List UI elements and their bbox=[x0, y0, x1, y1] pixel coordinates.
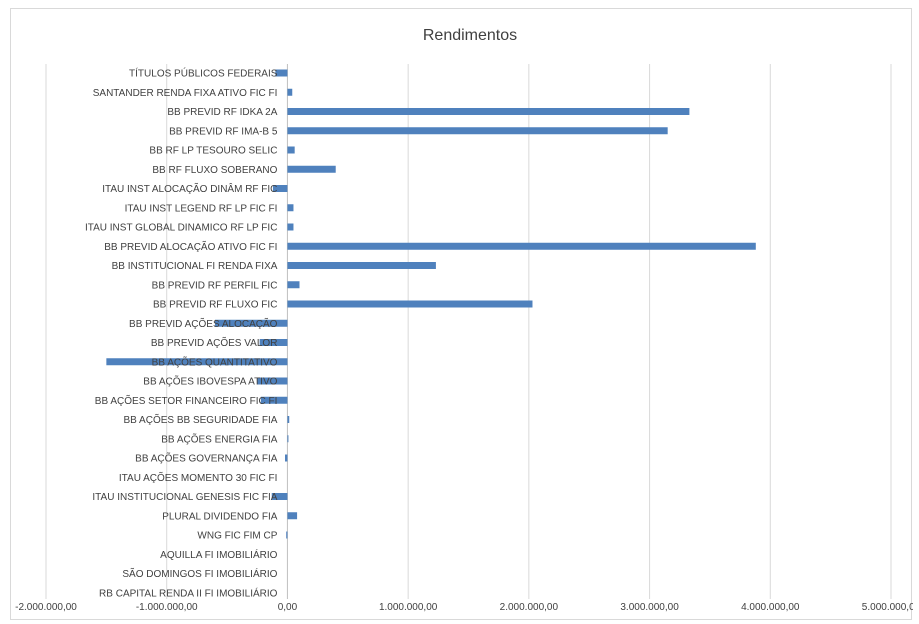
x-tick-label: 4.000.000,00 bbox=[741, 602, 800, 613]
category-label: BB AÇÕES ENERGIA FIA bbox=[161, 432, 277, 445]
bar bbox=[272, 185, 288, 192]
category-label: BB AÇÕES QUANTITATIVO bbox=[152, 355, 278, 368]
bar bbox=[259, 339, 288, 346]
bar bbox=[287, 88, 293, 96]
bar bbox=[257, 377, 288, 385]
category-label: ITAU INSTITUCIONAL GENESIS FIC FIA bbox=[92, 492, 277, 503]
bar bbox=[287, 242, 756, 250]
x-tick-label: 5.000.000,00 bbox=[862, 602, 913, 613]
category-label: TÍTULOS PÚBLICOS FEDERAIS bbox=[129, 67, 278, 80]
bars bbox=[106, 69, 756, 539]
category-labels: TÍTULOS PÚBLICOS FEDERAIS SANTANDER RENDA… bbox=[85, 67, 278, 600]
category-label: BB PREVID AÇÕES VALOR bbox=[151, 336, 278, 349]
bar bbox=[287, 281, 300, 289]
category-label: AQUILLA FI IMOBILIÁRIO bbox=[160, 548, 277, 561]
bar bbox=[287, 223, 294, 231]
category-label: BB AÇÕES GOVERNANÇA FIA bbox=[135, 452, 278, 465]
category-label: ITAU INST ALOCAÇÃO DINÂM RF FIC bbox=[102, 182, 277, 195]
category-label: BB PREVID AÇÕES ALOCAÇÃO bbox=[129, 317, 278, 330]
category-label: BB INSTITUCIONAL FI RENDA FIXA bbox=[112, 261, 278, 272]
chart-frame: Rendimentos TÍTULOS PÚBLICOS FEDERAIS SAN… bbox=[10, 8, 913, 620]
category-label: SANTANDER RENDA FIXA ATIVO FIC FI bbox=[93, 88, 278, 99]
category-label: ITAU INST GLOBAL DINAMICO RF LP FIC bbox=[85, 223, 277, 234]
category-label: ITAU AÇÕES MOMENTO 30 FIC FI bbox=[119, 471, 278, 484]
category-label: BB PREVID RF IMA-B 5 bbox=[169, 126, 278, 137]
x-tick-label: 1.000.000,00 bbox=[379, 602, 438, 613]
category-label: BB RF FLUXO SOBERANO bbox=[152, 165, 277, 176]
bar bbox=[287, 435, 289, 443]
bar bbox=[287, 204, 294, 212]
bar bbox=[287, 146, 295, 154]
x-tick-label: -2.000.000,00 bbox=[15, 602, 77, 613]
bar bbox=[287, 416, 290, 423]
category-label: BB PREVID RF PERFIL FIC bbox=[152, 280, 278, 291]
chart-title: Rendimentos bbox=[423, 27, 517, 44]
category-label: BB PREVID RF FLUXO FIC bbox=[153, 300, 277, 311]
x-tick-label: 3.000.000,00 bbox=[620, 602, 679, 613]
bar bbox=[287, 127, 668, 135]
category-label: BB RF LP TESOURO SELIC bbox=[149, 146, 277, 157]
category-label: BB AÇÕES IBOVESPA ATIVO bbox=[143, 375, 277, 388]
category-label: BB AÇÕES BB SEGURIDADE FIA bbox=[123, 413, 277, 426]
x-tick-label: 0,00 bbox=[278, 602, 298, 613]
category-label: BB AÇÕES SETOR FINANCEIRO FIC FI bbox=[95, 394, 278, 407]
category-label: RB CAPITAL RENDA II FI IMOBILIÁRIO bbox=[99, 586, 278, 599]
bar bbox=[275, 69, 288, 77]
bar bbox=[260, 396, 288, 404]
category-label: SÃO DOMINGOS FI IMOBILIÁRIO bbox=[122, 567, 277, 580]
bar bbox=[286, 531, 288, 539]
bar bbox=[287, 165, 336, 173]
bar bbox=[287, 108, 690, 115]
x-axis-tick-labels: -2.000.000,00 -1.000.000,00 0,00 1.000.000,… bbox=[15, 602, 913, 613]
bar bbox=[285, 454, 288, 462]
category-label: BB PREVID ALOCAÇÃO ATIVO FIC FI bbox=[104, 240, 277, 253]
bar bbox=[287, 300, 533, 308]
bar bbox=[271, 493, 288, 500]
category-label: BB PREVID RF IDKA 2A bbox=[167, 107, 277, 118]
bar bbox=[287, 262, 436, 269]
bar bbox=[106, 358, 288, 366]
category-label: ITAU INST LEGEND RF LP FIC FI bbox=[125, 203, 278, 214]
category-label: WNG FIC FIM CP bbox=[197, 531, 277, 542]
bar bbox=[287, 512, 298, 520]
category-label: PLURAL DIVIDENDO FIA bbox=[162, 511, 278, 522]
bar bbox=[215, 319, 288, 327]
bar-chart: Rendimentos TÍTULOS PÚBLICOS FEDERAIS SAN… bbox=[15, 27, 913, 613]
x-tick-label: 2.000.000,00 bbox=[500, 602, 559, 613]
x-tick-label: -1.000.000,00 bbox=[136, 602, 198, 613]
